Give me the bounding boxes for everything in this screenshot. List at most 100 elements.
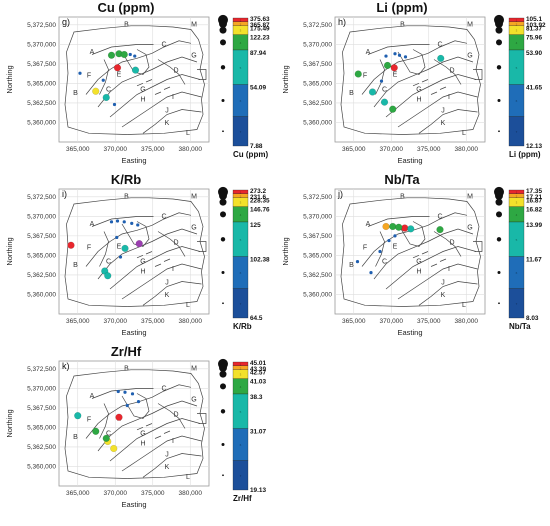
x-tick-label: 380,000	[455, 146, 479, 153]
zone-label: L	[186, 474, 190, 481]
y-tick-label: 5,372,500	[303, 22, 332, 29]
x-tick-label: 380,000	[179, 146, 203, 153]
legend-size-dot	[498, 130, 500, 133]
legend-size-dot	[219, 19, 227, 28]
zone-label: E	[393, 243, 398, 250]
fault-dash	[439, 86, 447, 90]
sample-point	[397, 53, 402, 57]
fault-dash	[145, 423, 153, 427]
zone-label: C	[382, 86, 387, 93]
legend-break-label: 43.39	[250, 366, 266, 373]
zone-boundary	[473, 69, 483, 80]
panel-title: Cu (ppm)	[97, 0, 154, 15]
legend-band-index: 5	[240, 238, 242, 242]
fault-dash	[145, 79, 153, 83]
legend-band-index: 5	[240, 66, 242, 70]
legend-band-index: 4	[240, 41, 242, 45]
zone-label: L	[462, 302, 466, 309]
legend-band-index: 6	[240, 99, 242, 103]
fault-dash	[439, 258, 447, 262]
zone-label: F	[87, 245, 91, 252]
legend-size-dot	[220, 39, 226, 46]
legend-size-dot	[497, 271, 501, 275]
zone-boundary	[361, 40, 468, 95]
legend-color-band	[232, 288, 249, 319]
legend-break-label: 53.90	[526, 50, 542, 57]
panel-title: K/Rb	[111, 172, 141, 187]
y-tick-label: 5,367,500	[303, 61, 332, 68]
zone-label: F	[363, 245, 367, 252]
legend-size-dot	[497, 99, 501, 103]
legend-band-index: 7	[516, 130, 518, 134]
legend-color-band	[508, 288, 525, 319]
sample-point	[395, 223, 403, 231]
legend-break-label: 7.88	[250, 143, 263, 150]
y-tick-label: 5,370,000	[27, 385, 56, 392]
legend-break-label: 105.1	[526, 16, 542, 23]
legend-band-index: 1	[240, 190, 242, 194]
legend-break-label: 102.38	[250, 257, 270, 264]
zone-boundary	[397, 49, 426, 75]
zone-boundary	[85, 40, 192, 95]
x-tick-label: 365,000	[342, 318, 366, 325]
zone-boundary	[157, 231, 186, 257]
zone-boundary	[121, 49, 150, 75]
legend-unit-label: Cu (ppm)	[233, 150, 268, 159]
zone-label: B	[124, 365, 129, 372]
sample-point	[436, 226, 444, 234]
legend-size-dot	[221, 99, 225, 103]
sample-point	[92, 87, 100, 95]
zone-label: F	[87, 417, 91, 424]
legend-break-label: 125	[250, 222, 261, 229]
sample-point	[113, 64, 122, 72]
legend-band-index: 6	[240, 271, 242, 275]
legend-band-index: 4	[240, 213, 242, 217]
plot-area	[334, 16, 486, 143]
legend-size-dot	[220, 383, 226, 390]
x-tick-label: 375,000	[141, 490, 165, 497]
zone-label: I	[448, 266, 450, 273]
x-tick-label: 365,000	[66, 318, 90, 325]
x-tick-label: 380,000	[179, 490, 203, 497]
zone-label: C	[437, 213, 442, 220]
y-tick-label: 5,370,000	[27, 41, 56, 48]
legend-size-dot	[219, 363, 227, 372]
y-tick-label: 5,362,500	[303, 100, 332, 107]
plot-area	[58, 360, 210, 487]
legend-break-label: 228.35	[250, 198, 270, 205]
zone-label: G	[191, 397, 196, 404]
panel-letter: h)	[338, 17, 346, 27]
zone-boundary	[197, 413, 207, 424]
legend-size-dot	[220, 409, 226, 414]
legend-band-index: 7	[240, 474, 242, 478]
zone-label: M	[467, 193, 473, 200]
zone-label: J	[165, 108, 169, 115]
x-tick-label: 375,000	[141, 318, 165, 325]
zone-label: I	[172, 438, 174, 445]
sample-point	[104, 272, 112, 280]
x-tick-label: 365,000	[66, 146, 90, 153]
y-tick-label: 5,360,000	[303, 119, 332, 126]
zone-boundary	[85, 384, 192, 439]
legend-band-index: 3	[240, 201, 242, 205]
zone-boundary	[418, 281, 478, 306]
zone-label: G	[140, 258, 145, 265]
zone-label: A	[90, 393, 95, 400]
y-tick-label: 5,372,500	[27, 366, 56, 373]
panel-letter: j)	[337, 189, 343, 199]
legend-break-label: 75.96	[526, 35, 542, 42]
sample-point	[115, 235, 119, 240]
sample-point	[380, 98, 389, 106]
legend-break-label: 87.94	[250, 50, 266, 57]
zone-boundary	[433, 231, 462, 257]
zone-label: K	[165, 464, 170, 471]
zone-label: D	[173, 412, 178, 419]
sample-point	[125, 403, 129, 408]
x-tick-label: 380,000	[455, 318, 479, 325]
zone-boundary	[375, 231, 385, 267]
zone-boundary	[397, 221, 426, 247]
legend-size-dot	[220, 65, 226, 70]
y-tick-label: 5,362,500	[27, 444, 56, 451]
